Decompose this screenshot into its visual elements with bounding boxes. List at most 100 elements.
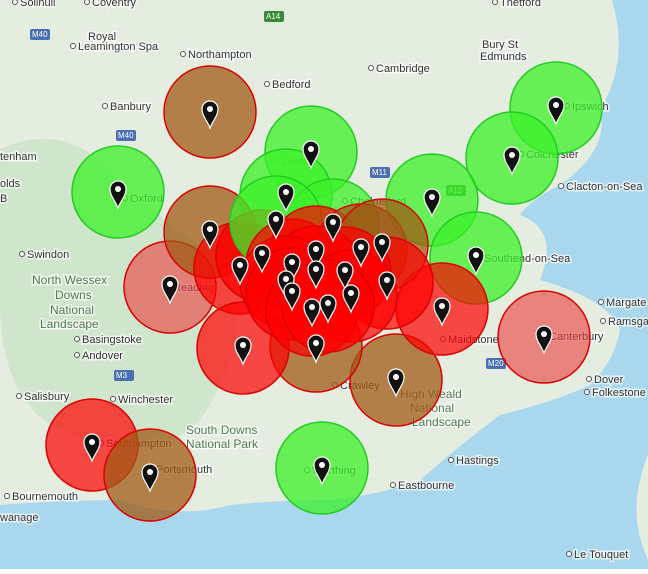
place-label: Clacton-on-Sea [566, 181, 643, 193]
place-dot [180, 51, 186, 57]
place-label: Dover [594, 374, 624, 386]
road-label: M20 [488, 359, 504, 368]
map-pin[interactable] [303, 298, 321, 328]
map-pin[interactable] [283, 282, 301, 312]
place-dot [368, 65, 374, 71]
place-label: Margate [606, 297, 646, 309]
road-label: M3 [116, 371, 128, 380]
place-label: olds [0, 178, 21, 190]
road-label: A14 [266, 12, 281, 21]
map-pin[interactable] [423, 188, 441, 218]
pin-dot [308, 146, 314, 152]
pin-dot [313, 246, 319, 252]
map-pin[interactable] [83, 433, 101, 463]
place-label: Winchester [118, 394, 173, 406]
place-label: Banbury [110, 101, 151, 113]
place-label: Hastings [456, 455, 499, 467]
pin-dot [289, 259, 295, 265]
map-pin[interactable] [234, 336, 252, 366]
map-pin[interactable] [161, 275, 179, 305]
map-pin[interactable] [109, 180, 127, 210]
place-dot [390, 482, 396, 488]
area-label: National Park [186, 437, 259, 451]
place-label: wanage [0, 512, 39, 524]
pin-dot [342, 267, 348, 273]
map-pin[interactable] [324, 213, 342, 243]
map-pin[interactable] [307, 334, 325, 364]
pin-dot [289, 288, 295, 294]
place-label: Salisbury [24, 391, 70, 403]
map-pin[interactable] [387, 368, 405, 398]
pin-dot [283, 189, 289, 195]
map-pin[interactable] [307, 260, 325, 290]
place-label: Bedford [272, 79, 311, 91]
place-dot [600, 318, 606, 324]
place-label: Bournemouth [12, 491, 78, 503]
map-pin[interactable] [302, 140, 320, 170]
pin-dot [439, 303, 445, 309]
place-dot [4, 493, 10, 499]
pin-dot [240, 342, 246, 348]
pin-dot [429, 194, 435, 200]
map-pin[interactable] [319, 294, 337, 324]
pin-dot [325, 300, 331, 306]
area-label: North Wessex [32, 273, 107, 287]
map-pin[interactable] [283, 253, 301, 283]
map-pin[interactable] [342, 284, 360, 314]
map-pin[interactable] [201, 100, 219, 130]
map-pin[interactable] [141, 463, 159, 493]
greenland [0, 138, 236, 448]
map-pin[interactable] [352, 238, 370, 268]
pin-dot [553, 102, 559, 108]
place-label: Basingstoke [82, 334, 142, 346]
map-pin[interactable] [267, 210, 285, 240]
road-label: M40 [32, 30, 48, 39]
road-shield [116, 130, 136, 141]
map-pin[interactable] [307, 240, 325, 270]
place-label: Folkestone [592, 387, 646, 399]
map-pin[interactable] [313, 456, 331, 486]
map-pin[interactable] [467, 246, 485, 276]
place-dot [102, 103, 108, 109]
place-label: Solihull [20, 0, 55, 9]
place-dot [558, 183, 564, 189]
place-label: Bury St [482, 39, 518, 51]
place-label: Leamington Spa [78, 41, 159, 53]
map-pin[interactable] [231, 256, 249, 286]
pin-dot [147, 469, 153, 475]
map-pin[interactable] [336, 261, 354, 291]
map-pin[interactable] [373, 233, 391, 263]
map-pin[interactable] [433, 297, 451, 327]
pin-dot [259, 250, 265, 256]
pin-dot [167, 281, 173, 287]
pin-dot [541, 331, 547, 337]
road-label: M11 [372, 168, 388, 177]
place-label: Le Touquet [574, 549, 628, 561]
place-dot [19, 251, 25, 257]
place-dot [598, 299, 604, 305]
area-label: Landscape [412, 415, 471, 429]
map-pin[interactable] [201, 220, 219, 250]
map-pin[interactable] [535, 325, 553, 355]
pin-dot [319, 462, 325, 468]
area-label: National [50, 303, 94, 317]
place-label: Swindon [27, 249, 69, 261]
place-dot [110, 396, 116, 402]
place-dot [74, 352, 80, 358]
map-pin[interactable] [277, 183, 295, 213]
pin-dot [309, 304, 315, 310]
pin-dot [313, 266, 319, 272]
pin-dot [379, 239, 385, 245]
map-pin[interactable] [253, 244, 271, 274]
place-dot [264, 81, 270, 87]
markers [83, 96, 565, 493]
map-pin[interactable] [378, 271, 396, 301]
place-label: Royal [88, 31, 116, 43]
place-label: Ramsgate [608, 316, 648, 328]
map-pin[interactable] [503, 146, 521, 176]
place-label: Cambridge [376, 63, 430, 75]
place-dot [84, 0, 90, 5]
map-pin[interactable] [547, 96, 565, 126]
area-label: Landscape [40, 317, 99, 331]
